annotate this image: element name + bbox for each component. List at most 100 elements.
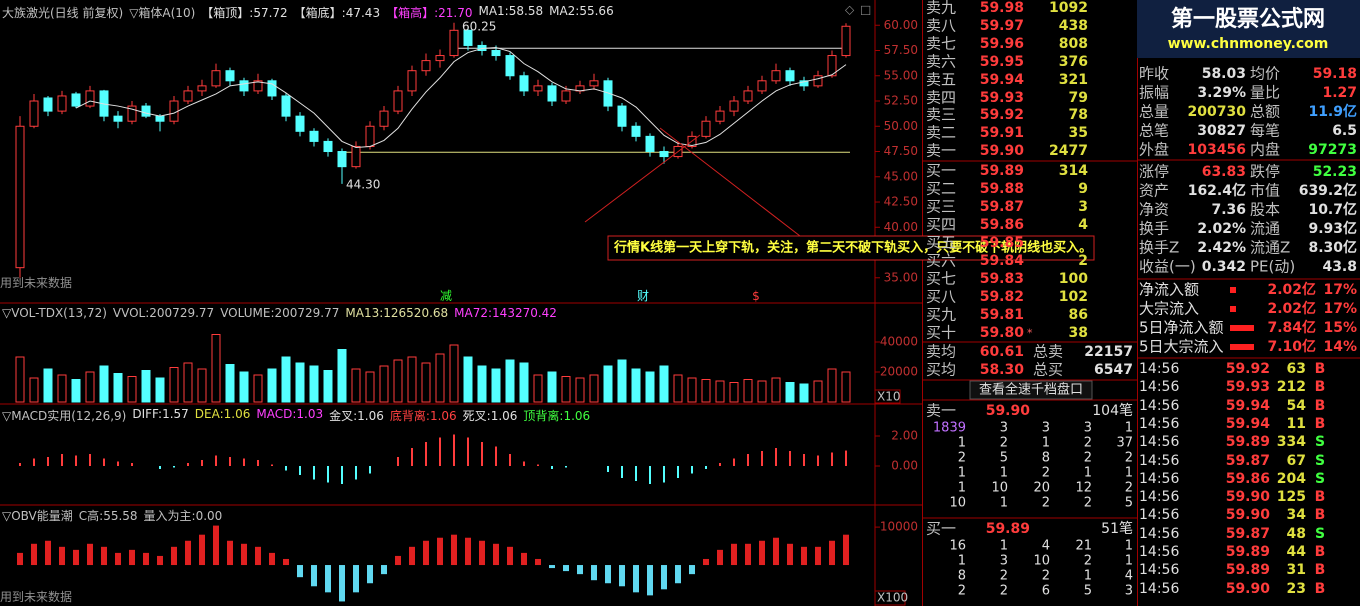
obv-bar [633,565,639,593]
book-price: 59.87 [979,199,1024,215]
quote-label: 流通Z [1250,238,1291,257]
quote-label: 外盘 [1139,140,1170,159]
book-price: 59.95 [979,53,1024,70]
book-price: 59.96 [979,35,1024,52]
ma-line [75,46,847,148]
volume-bar [841,371,851,403]
volume-bar [771,377,781,403]
annotation-line [584,134,701,223]
trade-price: 59.89 [1225,544,1270,560]
volume-bar [267,368,277,403]
obv-bar [759,540,765,566]
volume-bar [141,370,151,403]
trade-volume: 34 [1286,507,1306,524]
summary-value: 6547 [1094,362,1133,378]
y-tick-label: 0.00 [891,459,918,473]
panel-title: ▽OBV能量潮 [2,509,73,523]
y-tick-label: 42.50 [884,195,918,209]
book-label: 卖五 [926,70,957,89]
trade-volume: 125 [1276,489,1306,506]
logo-bg [1137,0,1360,58]
candle-body [519,75,529,92]
detail-cell: 3 [1124,583,1133,599]
event-marker: $ [752,289,760,303]
quote-value: 7.36 [1211,202,1246,218]
book-volume: 808 [1058,35,1088,52]
obv-bar [843,534,849,566]
book-label: 卖三 [926,105,957,124]
quote-value: 63.83 [1201,164,1246,180]
detail-cell: 2 [1124,450,1133,466]
volume-bar [631,368,641,403]
header-item: 顶背离:1.06 [523,407,590,424]
quote-label: 股本 [1250,200,1281,219]
event-marker: 减 [439,289,453,303]
book-label: 卖九 [926,0,957,17]
detail-cell: 2 [1083,450,1092,466]
obv-bar [31,543,37,566]
note-box [607,235,1095,261]
book-price: 59.83 [979,271,1024,287]
trade-side: B [1314,562,1326,579]
volume-bar [561,376,571,403]
volume-bar [351,368,361,403]
trade-time: 14:56 [1139,434,1180,451]
volume-bar [757,380,767,403]
trade-volume: 23 [1286,580,1306,597]
quote-label: 总量 [1139,102,1170,121]
book-label: 买五 [926,233,957,252]
obv-bar [311,565,317,587]
scale-box [874,590,906,606]
detail-cell: 2 [1083,495,1092,511]
button-bg[interactable] [969,380,1093,400]
trade-time: 14:56 [1139,507,1180,524]
volume-bar [337,349,347,403]
obv-bar [703,558,709,566]
header-item: VVOL:200729.77 [113,306,214,320]
flow-pct: 15% [1323,320,1357,336]
book-label: 卖二 [926,123,957,142]
book-flag: * [1027,326,1033,340]
candle-body [211,70,221,87]
trade-volume: 54 [1286,397,1306,414]
item-value: 1.57 [162,407,189,421]
header-item: C高:55.58 [79,507,138,524]
trade-side: B [1314,397,1326,414]
quote-value: 58.03 [1201,66,1246,82]
quote-label: 昨收 [1139,64,1170,83]
candle-body [743,90,753,102]
y-tick-label: 20000 [880,365,918,379]
trade-price: 59.92 [1225,361,1270,377]
trade-volume: 11 [1286,415,1306,432]
y-tick-label: 35.00 [884,270,918,284]
book-label: 买十 [926,323,957,342]
quote-value: 43.8 [1322,259,1357,275]
volume-bar [15,356,25,403]
candle-body [547,85,557,102]
detail-cell: 1 [999,495,1008,511]
volume-bar [211,334,221,403]
item-value: 1.03 [296,407,324,421]
item-label: 金叉: [329,409,358,423]
obv-bar [437,537,443,566]
candle-body [169,100,179,122]
detail-cell: 4 [1041,538,1050,554]
book-volume: 314 [1058,163,1088,179]
window-icon: ◇ [845,3,855,17]
detail-cell: 1 [957,465,966,481]
quote-label: 振幅 [1139,83,1170,102]
detail-cell: 3 [999,553,1008,569]
book-price: 59.81 [979,307,1024,323]
y-tick-label: 50.00 [884,119,918,133]
y-tick-label: 60.00 [884,18,918,32]
depth-button[interactable]: 查看全速千档盘口 [978,382,1084,398]
detail-cell: 8 [957,568,966,584]
flow-pct: 17% [1323,301,1357,317]
trade-side: B [1314,489,1326,506]
book-volume: 1092 [1049,0,1088,16]
detail-price: 59.89 [985,521,1030,537]
trade-time: 14:56 [1139,470,1180,487]
y-tick-label: 10000 [880,520,918,534]
quote-value: 103456 [1187,141,1246,158]
trade-time: 14:56 [1139,525,1180,542]
